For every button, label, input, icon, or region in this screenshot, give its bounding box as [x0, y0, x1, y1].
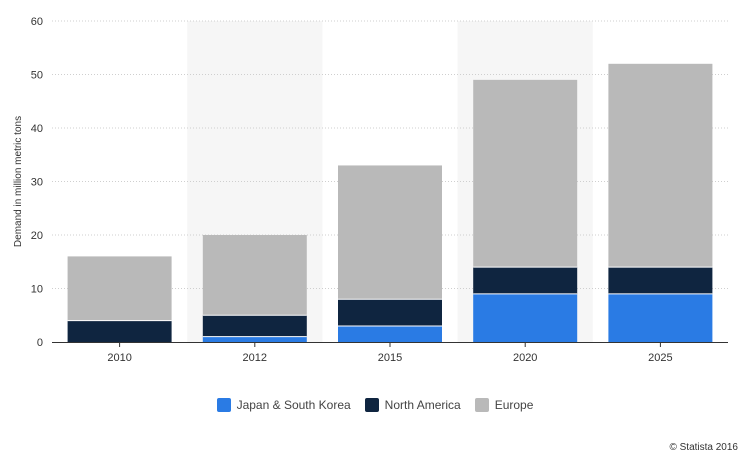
legend-label: Europe	[494, 398, 534, 412]
y-tick-label: 0	[37, 337, 43, 349]
legend-swatch	[364, 398, 379, 412]
y-tick-label: 30	[31, 177, 43, 189]
x-tick-label: 2012	[243, 352, 267, 364]
bar-segment[interactable]	[202, 315, 307, 337]
bar-segment[interactable]	[473, 293, 578, 342]
bar-segment[interactable]	[608, 293, 713, 342]
x-tick-label: 2025	[648, 352, 672, 364]
bar-segment[interactable]	[338, 165, 442, 300]
y-tick-label: 50	[31, 70, 43, 82]
y-tick-label: 40	[31, 123, 43, 135]
legend-swatch	[474, 398, 489, 412]
legend-label: North America	[384, 398, 461, 412]
legend-item-north-america[interactable]: North America	[364, 398, 461, 412]
y-tick-label: 60	[31, 16, 43, 28]
bar-segment[interactable]	[67, 320, 172, 342]
y-tick-label: 20	[31, 230, 43, 242]
y-axis-ticks: 0 10 20 30 40 50 60	[31, 16, 43, 349]
x-axis-ticks: 2010 2012 2015 2020 2025	[52, 342, 728, 364]
bar-segment[interactable]	[338, 299, 442, 326]
source-credit[interactable]: © Statista 2016	[669, 442, 738, 453]
legend-swatch	[216, 398, 231, 412]
bar-segment[interactable]	[202, 235, 307, 316]
x-tick-label: 2010	[107, 352, 131, 364]
bar-segment[interactable]	[67, 256, 172, 321]
bar-segment[interactable]	[608, 63, 713, 268]
x-tick-label: 2020	[513, 352, 537, 364]
bar-segment[interactable]	[473, 79, 578, 268]
y-tick-label: 10	[31, 284, 43, 296]
legend-item-japan-south-korea[interactable]: Japan & South Korea	[216, 398, 351, 412]
legend-label: Japan & South Korea	[236, 398, 351, 412]
x-tick-label: 2015	[378, 352, 402, 364]
legend-item-europe[interactable]: Europe	[474, 398, 534, 412]
y-axis-label: Demand in million metric tons	[13, 116, 24, 247]
bar-segment[interactable]	[338, 325, 442, 342]
bar-segment[interactable]	[202, 336, 307, 342]
bars	[67, 63, 713, 342]
bar-segment[interactable]	[473, 267, 578, 294]
legend: Japan & South Korea North America Europe	[0, 398, 750, 412]
bar-segment[interactable]	[608, 267, 713, 294]
